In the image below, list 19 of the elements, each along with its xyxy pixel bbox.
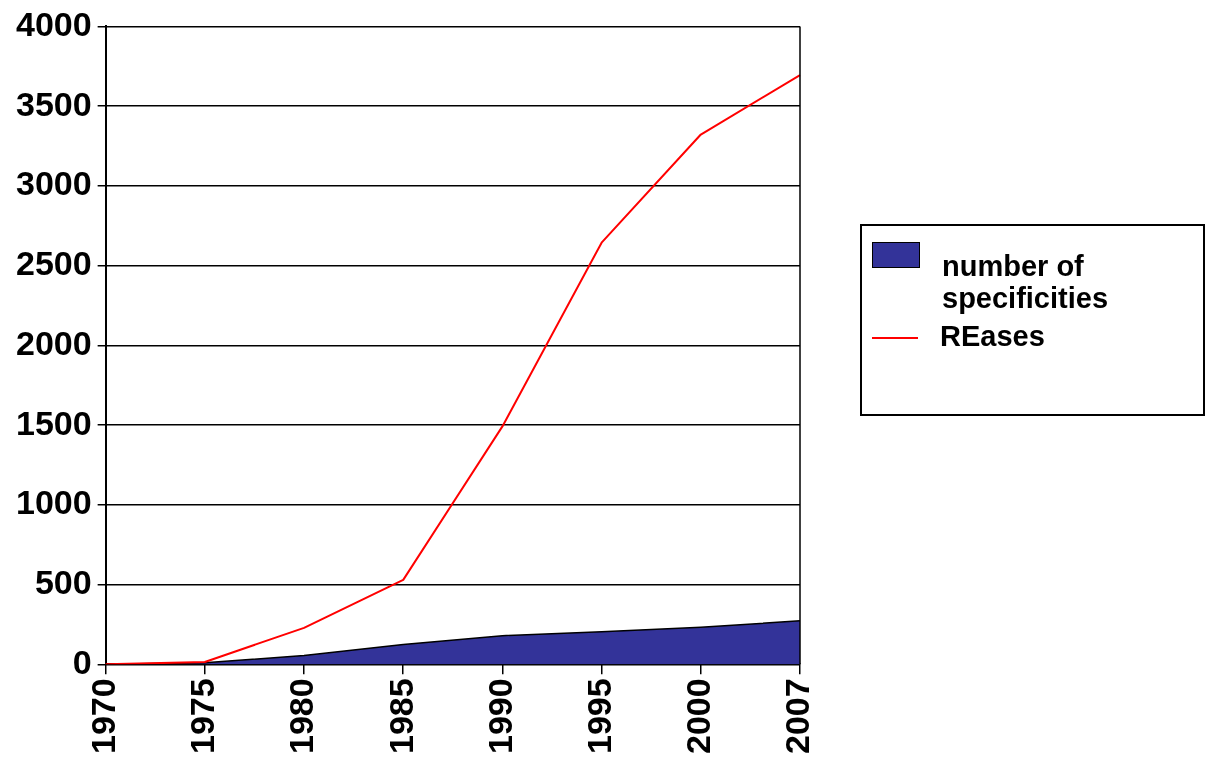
x-tick-label: 1990 [480,678,519,754]
x-tick-label: 1980 [282,678,321,754]
x-tick-label: 2007 [778,678,817,754]
legend-label: number of specificities [942,250,1110,314]
x-tick-label: 1995 [579,678,618,754]
y-tick-label: 2000 [16,323,92,362]
y-tick-label: 1500 [16,403,92,442]
y-tick-label: 1000 [16,483,92,522]
x-tick-label: 1970 [84,678,123,754]
y-tick-label: 2500 [16,244,92,283]
x-tick-label: 2000 [679,678,718,754]
y-tick-label: 500 [34,562,92,601]
y-tick-label: 0 [72,642,92,681]
y-tick-label: 3500 [16,84,92,123]
legend-label: REases [940,320,1045,352]
y-tick-label: 4000 [16,4,92,43]
y-tick-label: 3000 [16,164,92,203]
x-tick-label: 1975 [183,678,222,754]
x-tick-label: 1985 [381,678,420,754]
